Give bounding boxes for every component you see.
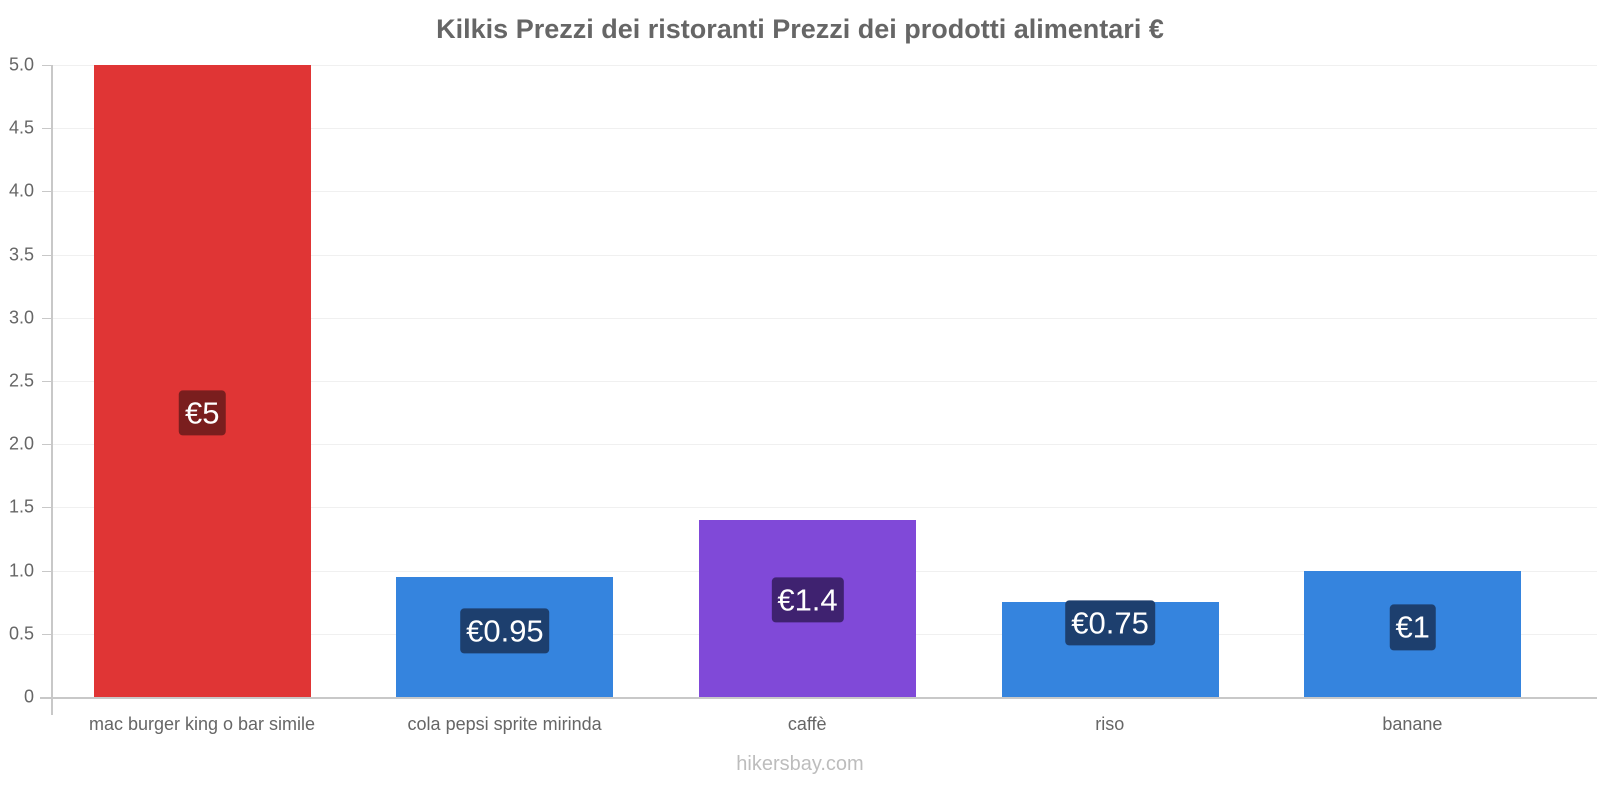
watermark: hikersbay.com [736, 753, 864, 775]
bar-value-label: €5 [179, 390, 226, 436]
y-tick-mark [42, 128, 51, 130]
y-tick-label: 0.5 [8, 623, 34, 644]
bar[interactable]: €1.4 [699, 520, 916, 697]
y-tick-label: 2.5 [8, 370, 34, 391]
gridline [51, 507, 1597, 509]
x-tick-label: mac burger king o bar simile [88, 714, 316, 734]
plot-area: €5 €0.95 €1.4 €0.75 €1 [51, 65, 1597, 697]
bar-value-label: €0.95 [460, 608, 550, 654]
y-tick-label: 5.0 [8, 54, 34, 75]
y-axis [51, 65, 53, 715]
y-tick-label: 3.0 [8, 307, 34, 328]
x-tick-label: riso [1095, 714, 1125, 734]
x-tick-label: banane [1382, 714, 1443, 734]
y-tick-label: 2.0 [8, 433, 34, 454]
y-tick-label: 3.5 [8, 244, 34, 265]
y-tick-label: 4.0 [8, 180, 34, 201]
y-tick-mark [42, 507, 51, 509]
x-tick-label: caffè [787, 714, 827, 734]
gridline [51, 191, 1597, 193]
y-tick-mark [42, 381, 51, 382]
y-tick-mark [42, 317, 51, 319]
bar[interactable]: €5 [93, 65, 311, 697]
bar[interactable]: €0.95 [396, 576, 614, 697]
y-tick-label: 4.5 [8, 117, 34, 138]
y-tick-mark [42, 254, 51, 256]
gridline [51, 317, 1597, 319]
y-tick-label: 1.5 [8, 496, 34, 517]
gridline [51, 128, 1597, 130]
bar[interactable]: €0.75 [1001, 600, 1219, 697]
gridline [51, 65, 1597, 66]
y-tick-label: 0 [23, 686, 34, 707]
y-tick-mark [42, 697, 51, 698]
y-tick-mark [42, 65, 51, 66]
gridline [51, 381, 1597, 382]
gridline [51, 444, 1597, 446]
chart-title: Kilkis Prezzi dei ristoranti Prezzi dei … [436, 14, 1164, 44]
y-tick-mark [42, 633, 51, 635]
y-tick-label: 1.0 [8, 560, 34, 581]
y-tick-mark [42, 570, 51, 572]
x-tick-label: cola pepsi sprite mirinda [407, 714, 602, 734]
y-tick-mark [42, 444, 51, 446]
y-tick-mark [42, 191, 51, 193]
bar-value-label: €1.4 [771, 577, 844, 623]
bar[interactable]: €1 [1304, 570, 1522, 697]
bar-value-label: €1 [1389, 604, 1436, 651]
gridline [51, 254, 1597, 256]
x-axis [40, 697, 1597, 699]
bar-value-label: €0.75 [1065, 600, 1155, 646]
